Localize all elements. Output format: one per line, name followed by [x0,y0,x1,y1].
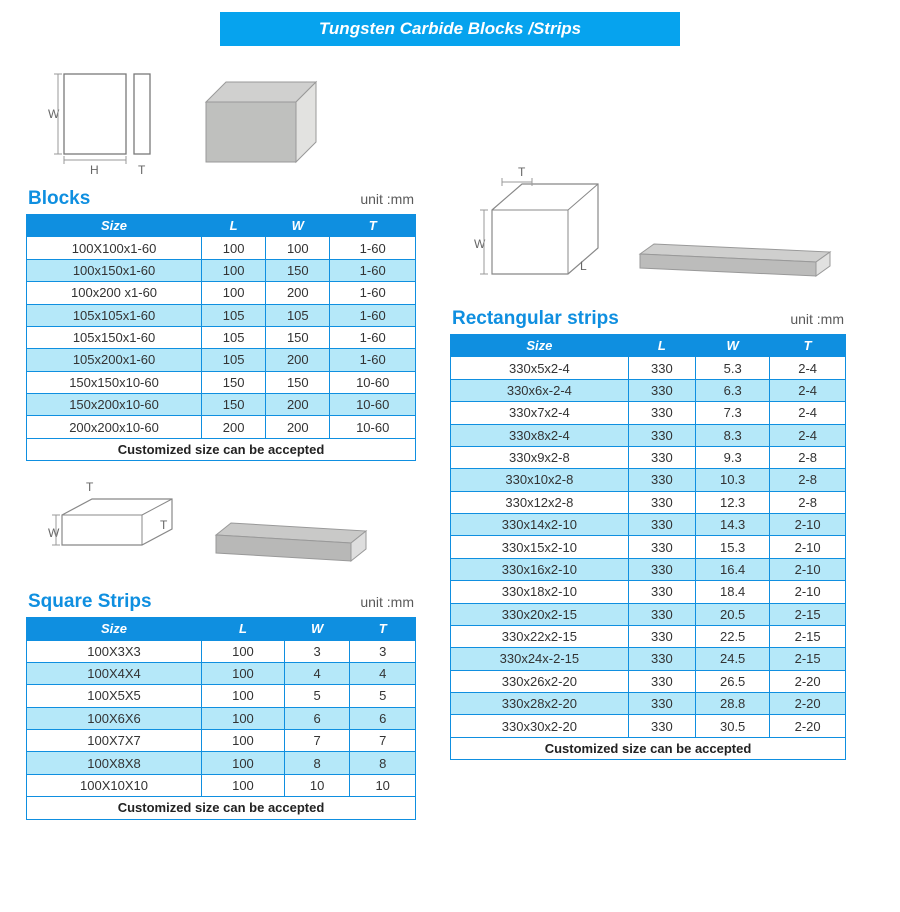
table-header: W [284,618,350,640]
rect-diagram-row: T W L [450,152,846,302]
square-outline-icon: T W T [38,475,188,585]
table-header: Size [27,215,202,237]
table-footer: Customized size can be accepted [451,737,846,759]
blocks-diagram-row: W H T [26,50,416,182]
table-row: 330x10x2-833010.32-8 [451,469,846,491]
table-row: 100X8X810088 [27,752,416,774]
table-row: 330x9x2-83309.32-8 [451,446,846,468]
table-row: 100x200 x1-601002001-60 [27,282,416,304]
table-row: 105x150x1-601051501-60 [27,326,416,348]
svg-text:H: H [90,163,99,177]
svg-text:T: T [518,165,526,179]
table-footer: Customized size can be accepted [27,438,416,460]
table-row: 330x6x-2-43306.32-4 [451,379,846,401]
table-row: 330x5x2-43305.32-4 [451,357,846,379]
table-row: 330x26x2-2033026.52-20 [451,670,846,692]
svg-text:T: T [160,518,168,532]
rect-unit: unit :mm [790,311,844,327]
table-row: 330x28x2-2033028.82-20 [451,693,846,715]
svg-text:T: T [86,480,94,494]
table-row: 330x18x2-1033018.42-10 [451,581,846,603]
table-header: T [330,215,416,237]
table-row: 330x7x2-43307.32-4 [451,402,846,424]
table-row: 100X7X710077 [27,730,416,752]
table-header: L [202,215,266,237]
table-row: 330x14x2-1033014.32-10 [451,514,846,536]
table-row: 330x15x2-1033015.32-10 [451,536,846,558]
table-row: 330x8x2-43308.32-4 [451,424,846,446]
table-row: 330x24x-2-1533024.52-15 [451,648,846,670]
square-strips-table: SizeLWT100X3X310033100X4X410044100X5X510… [26,617,416,819]
block-3d-icon [176,62,336,182]
table-header: Size [27,618,202,640]
square-header: Square Strips unit :mm [28,591,414,613]
table-header: T [770,335,846,357]
rect-strip-3d-icon [634,232,834,302]
block-2d-icon: W H T [38,62,158,182]
table-row: 100X6X610066 [27,707,416,729]
table-row: 105x105x1-601051051-60 [27,304,416,326]
table-header: Size [451,335,629,357]
blocks-heading: Blocks [28,188,90,210]
rect-outline-icon: T W L [462,162,612,302]
square-diagram-row: T W T [26,467,416,585]
table-row: 100X4X410044 [27,662,416,684]
square-heading: Square Strips [28,591,152,613]
table-header: W [696,335,770,357]
left-column: W H T Blocks unit :mm SizeLWT100X100x1-6… [26,50,416,820]
table-header: L [628,335,695,357]
svg-text:L: L [580,259,587,273]
table-row: 330x16x2-1033016.42-10 [451,558,846,580]
table-row: 330x30x2-2033030.52-20 [451,715,846,737]
table-row: 150x200x10-6015020010-60 [27,394,416,416]
rect-strips-table: SizeLWT330x5x2-43305.32-4330x6x-2-43306.… [450,334,846,760]
content: W H T Blocks unit :mm SizeLWT100X100x1-6… [0,50,900,820]
table-row: 100X10X101001010 [27,774,416,796]
blocks-unit: unit :mm [360,191,414,207]
table-header: W [266,215,330,237]
table-row: 100X5X510055 [27,685,416,707]
blocks-header: Blocks unit :mm [28,188,414,210]
rect-heading: Rectangular strips [452,308,619,330]
svg-text:T: T [138,163,146,177]
table-header: T [350,618,416,640]
table-header: L [202,618,285,640]
square-strip-3d-icon [206,495,376,585]
table-row: 105x200x1-601052001-60 [27,349,416,371]
table-row: 330x20x2-1533020.52-15 [451,603,846,625]
table-row: 100x150x1-601001501-60 [27,259,416,281]
table-footer: Customized size can be accepted [27,797,416,819]
table-row: 200x200x10-6020020010-60 [27,416,416,438]
right-column: T W L Rectangular strips unit :mm SizeLW… [450,152,846,820]
table-row: 100X100x1-601001001-60 [27,237,416,259]
table-row: 330x22x2-1533022.52-15 [451,625,846,647]
table-row: 100X3X310033 [27,640,416,662]
blocks-table: SizeLWT100X100x1-601001001-60100x150x1-6… [26,214,416,461]
square-unit: unit :mm [360,594,414,610]
table-row: 330x12x2-833012.32-8 [451,491,846,513]
page-title-bar: Tungsten Carbide Blocks /Strips [220,12,680,46]
table-row: 150x150x10-6015015010-60 [27,371,416,393]
rect-header: Rectangular strips unit :mm [452,308,844,330]
svg-text:W: W [48,526,60,540]
